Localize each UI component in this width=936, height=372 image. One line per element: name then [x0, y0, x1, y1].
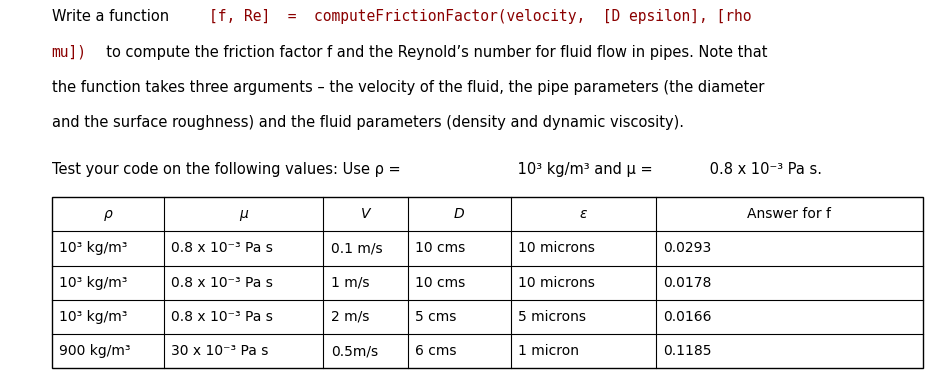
- Text: 0.1 m/s: 0.1 m/s: [330, 241, 382, 256]
- Text: 10 cms: 10 cms: [415, 241, 465, 256]
- Text: 0.8 x 10⁻³ Pa s: 0.8 x 10⁻³ Pa s: [171, 276, 273, 290]
- Text: the function takes three arguments – the velocity of the fluid, the pipe paramet: the function takes three arguments – the…: [51, 80, 763, 95]
- Text: V: V: [360, 207, 370, 221]
- Text: Test your code on the following values: Use ρ =: Test your code on the following values: …: [51, 162, 409, 177]
- Text: 0.0293: 0.0293: [663, 241, 710, 256]
- Text: 1 micron: 1 micron: [518, 344, 578, 358]
- Text: 10³ kg/m³: 10³ kg/m³: [59, 241, 127, 256]
- Text: and the surface roughness) and the fluid parameters (density and dynamic viscosi: and the surface roughness) and the fluid…: [51, 115, 682, 130]
- Text: 900 kg/m³: 900 kg/m³: [59, 344, 130, 358]
- Text: 0.8 x 10⁻³ Pa s: 0.8 x 10⁻³ Pa s: [171, 310, 273, 324]
- Text: 6 cms: 6 cms: [415, 344, 456, 358]
- Text: D: D: [453, 207, 464, 221]
- Text: 0.1185: 0.1185: [663, 344, 711, 358]
- Text: 30 x 10⁻³ Pa s: 30 x 10⁻³ Pa s: [171, 344, 269, 358]
- Text: to compute the friction factor f and the Reynold’s number for fluid flow in pipe: to compute the friction factor f and the…: [96, 45, 767, 60]
- Text: ρ: ρ: [103, 207, 112, 221]
- Text: 5 microns: 5 microns: [518, 310, 586, 324]
- Text: μ: μ: [239, 207, 248, 221]
- Text: 10 cms: 10 cms: [415, 276, 465, 290]
- Text: 10³ kg/m³: 10³ kg/m³: [59, 276, 127, 290]
- Text: Answer for f: Answer for f: [747, 207, 830, 221]
- Text: 10³ kg/m³: 10³ kg/m³: [59, 310, 127, 324]
- Text: mu]): mu]): [51, 45, 86, 60]
- Text: [f, Re]  =  computeFrictionFactor(velocity,  [D epsilon], [rho: [f, Re] = computeFrictionFactor(velocity…: [209, 9, 751, 24]
- Bar: [51, 197, 922, 368]
- Text: 5 cms: 5 cms: [415, 310, 456, 324]
- Text: ε: ε: [578, 207, 587, 221]
- Text: 0.0178: 0.0178: [663, 276, 711, 290]
- Text: Write a function: Write a function: [51, 9, 173, 24]
- Text: 0.8 x 10⁻³ Pa s: 0.8 x 10⁻³ Pa s: [171, 241, 273, 256]
- Text: 10 microns: 10 microns: [518, 276, 594, 290]
- Text: 10 microns: 10 microns: [518, 241, 594, 256]
- Text: 0.5m/s: 0.5m/s: [330, 344, 377, 358]
- Text: 0.0166: 0.0166: [663, 310, 711, 324]
- Text: 2 m/s: 2 m/s: [330, 310, 369, 324]
- Text: 1 m/s: 1 m/s: [330, 276, 369, 290]
- Text: 10³ kg/m³ and μ =: 10³ kg/m³ and μ =: [513, 162, 662, 177]
- Text: 0.8 x 10⁻³ Pa s.: 0.8 x 10⁻³ Pa s.: [705, 162, 822, 177]
